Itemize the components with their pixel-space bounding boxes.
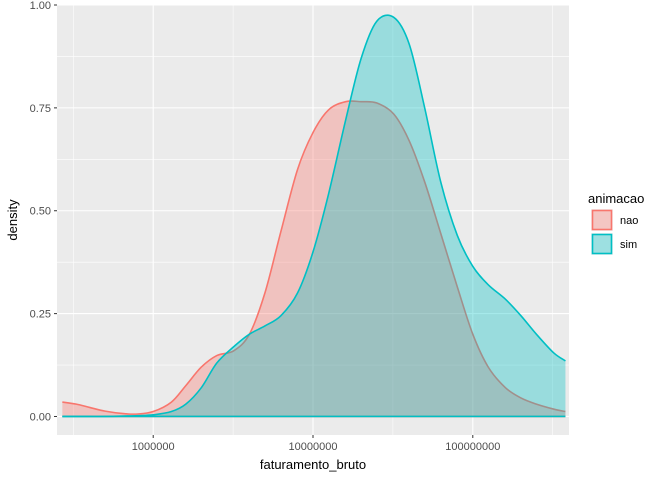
- x-tick-label: 10000000: [289, 441, 338, 453]
- legend-key-bg-nao: [591, 209, 613, 231]
- y-tick-label: 1.00: [30, 0, 51, 12]
- legend-key-sim: [591, 233, 613, 255]
- y-tick-label: 0.25: [30, 309, 51, 321]
- legend-label-sim: sim: [620, 239, 637, 251]
- y-tick-label: 0.50: [30, 206, 51, 218]
- x-axis-title: faturamento_bruto: [260, 457, 366, 472]
- x-axis: 1000000 10000000 100000000: [132, 435, 500, 453]
- y-axis: 0.00 0.25 0.50 0.75 1.00: [30, 0, 57, 423]
- legend: animacao nao sim: [588, 191, 644, 255]
- density-line-sim: [62, 14, 566, 418]
- series-layer: [62, 14, 566, 418]
- y-axis-title: density: [5, 199, 20, 241]
- density-line-nao: [62, 100, 566, 415]
- density-area-nao: [62, 101, 566, 417]
- y-tick-label: 0.75: [30, 103, 51, 115]
- legend-key-bg-sim: [591, 233, 613, 255]
- legend-title: animacao: [588, 191, 644, 206]
- legend-label-nao: nao: [620, 215, 638, 227]
- x-tick-label: 100000000: [445, 441, 500, 453]
- density-area-sim: [62, 15, 566, 417]
- x-tick-label: 1000000: [132, 441, 175, 453]
- y-tick-label: 0.00: [30, 411, 51, 423]
- legend-key-nao: [591, 209, 613, 231]
